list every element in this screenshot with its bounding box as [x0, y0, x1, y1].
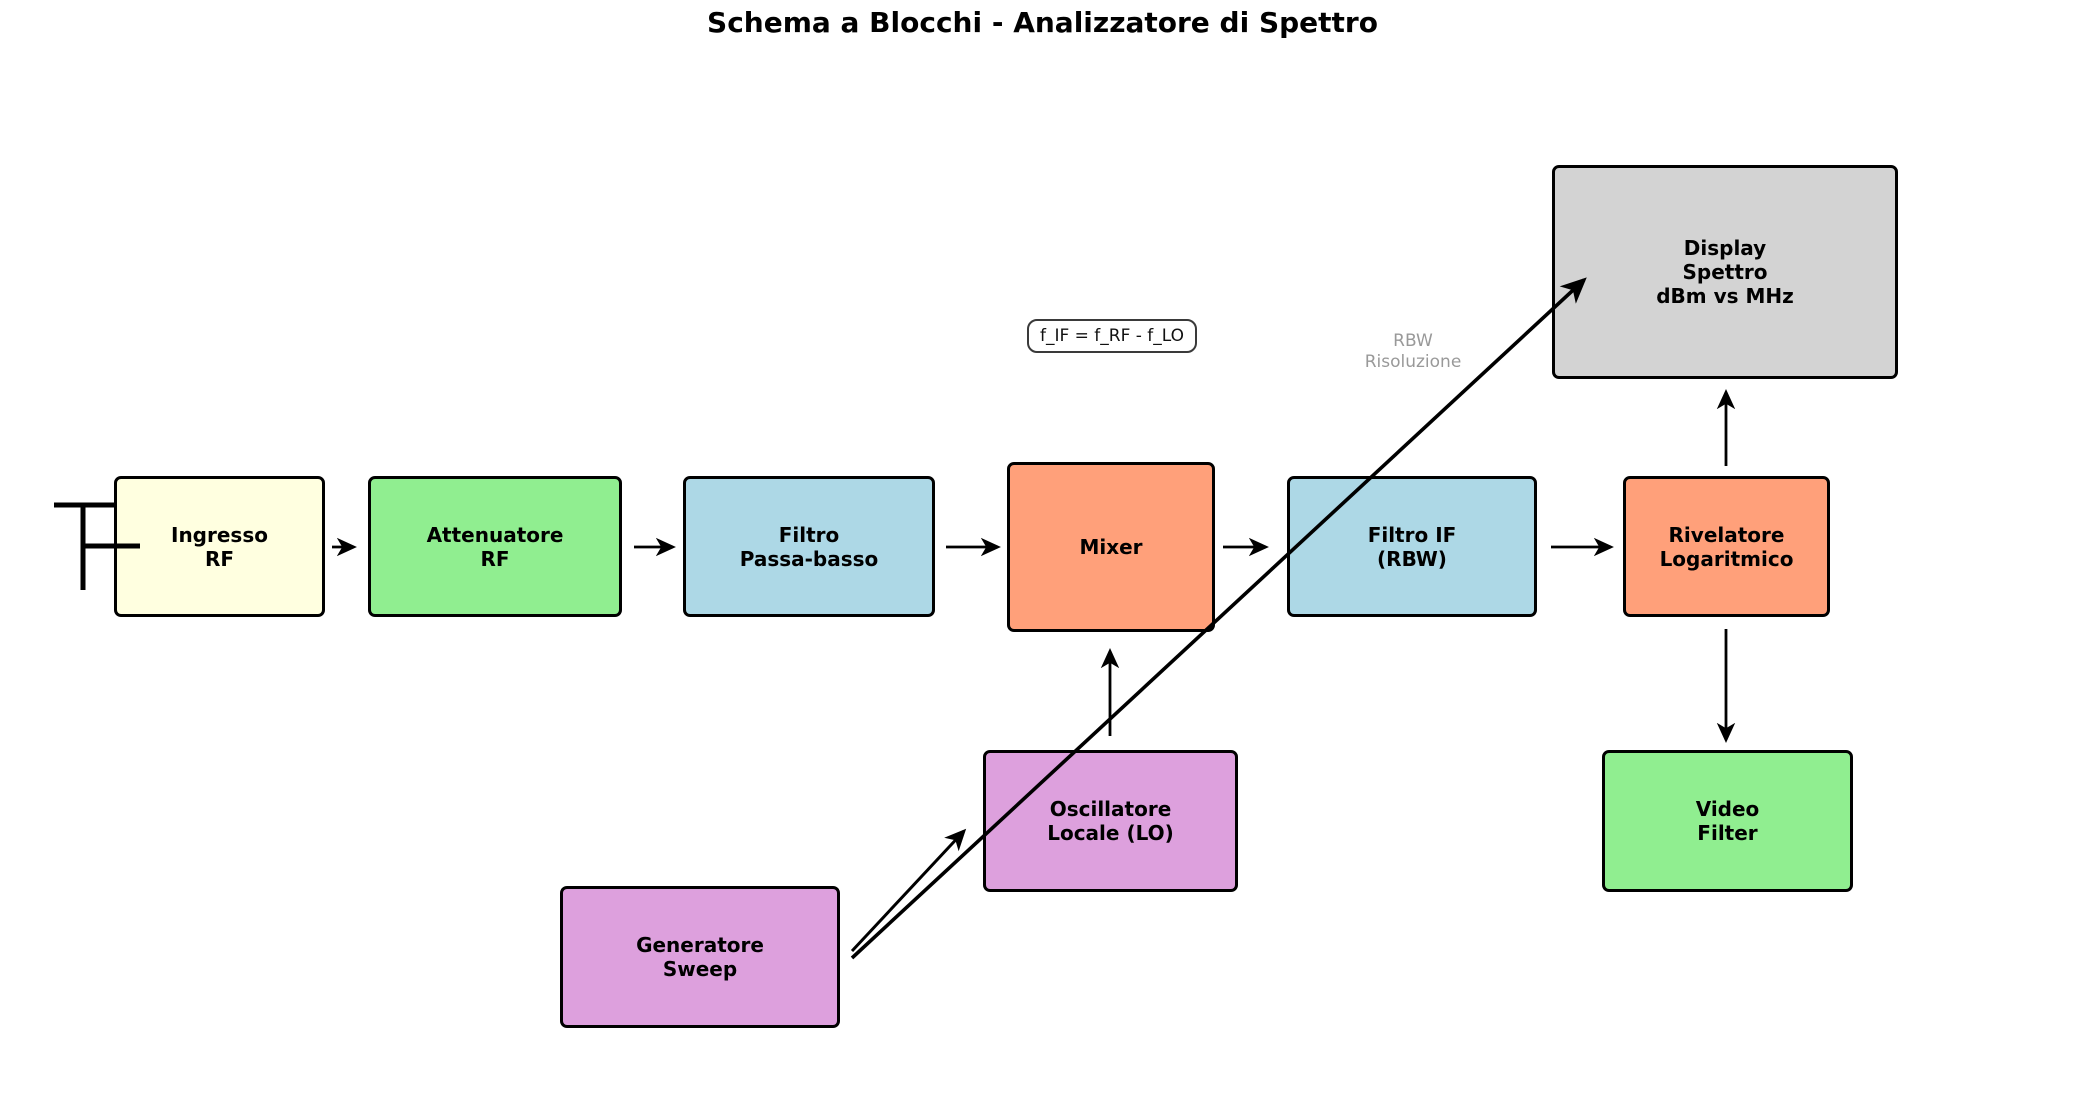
- block-generatore-sweep-label: Generatore Sweep: [636, 933, 764, 981]
- arrow-generatore-to-oscillatore: [850, 828, 967, 953]
- block-rivelatore-logaritmico-label: Rivelatore Logaritmico: [1659, 522, 1794, 571]
- block-rivelatore-logaritmico: Rivelatore Logaritmico: [1623, 476, 1830, 617]
- block-filtro-passa-basso: Filtro Passa-basso: [683, 476, 935, 617]
- block-video-filter: Video Filter: [1602, 750, 1853, 892]
- block-video-filter-label: Video Filter: [1695, 797, 1760, 845]
- block-attenuatore-rf-label: Attenuatore RF: [426, 522, 564, 571]
- formula-text: f_IF = f_RF - f_LO: [1039, 326, 1185, 346]
- block-filtro-if-rbw: Filtro IF (RBW): [1287, 476, 1537, 617]
- formula-box: f_IF = f_RF - f_LO: [1027, 319, 1197, 353]
- diagram-title: Schema a Blocchi - Analizzatore di Spett…: [707, 6, 1378, 39]
- block-filtro-if-rbw-label: Filtro IF (RBW): [1367, 522, 1457, 571]
- block-oscillatore-locale-label: Oscillatore Locale (LO): [1047, 797, 1174, 845]
- block-generatore-sweep: Generatore Sweep: [560, 886, 840, 1028]
- block-ingresso-rf-label: Ingresso RF: [171, 522, 268, 571]
- block-attenuatore-rf: Attenuatore RF: [368, 476, 622, 617]
- block-oscillatore-locale: Oscillatore Locale (LO): [983, 750, 1238, 892]
- block-mixer: Mixer: [1007, 462, 1215, 632]
- rbw-risoluzione-note: RBW Risoluzione: [1364, 331, 1462, 373]
- block-filtro-passa-basso-label: Filtro Passa-basso: [739, 522, 879, 571]
- block-ingresso-rf: Ingresso RF: [114, 476, 325, 617]
- block-display-spettro-label: Display Spettro dBm vs MHz: [1656, 236, 1794, 308]
- block-mixer-label: Mixer: [1079, 535, 1143, 559]
- block-display-spettro: Display Spettro dBm vs MHz: [1552, 165, 1898, 379]
